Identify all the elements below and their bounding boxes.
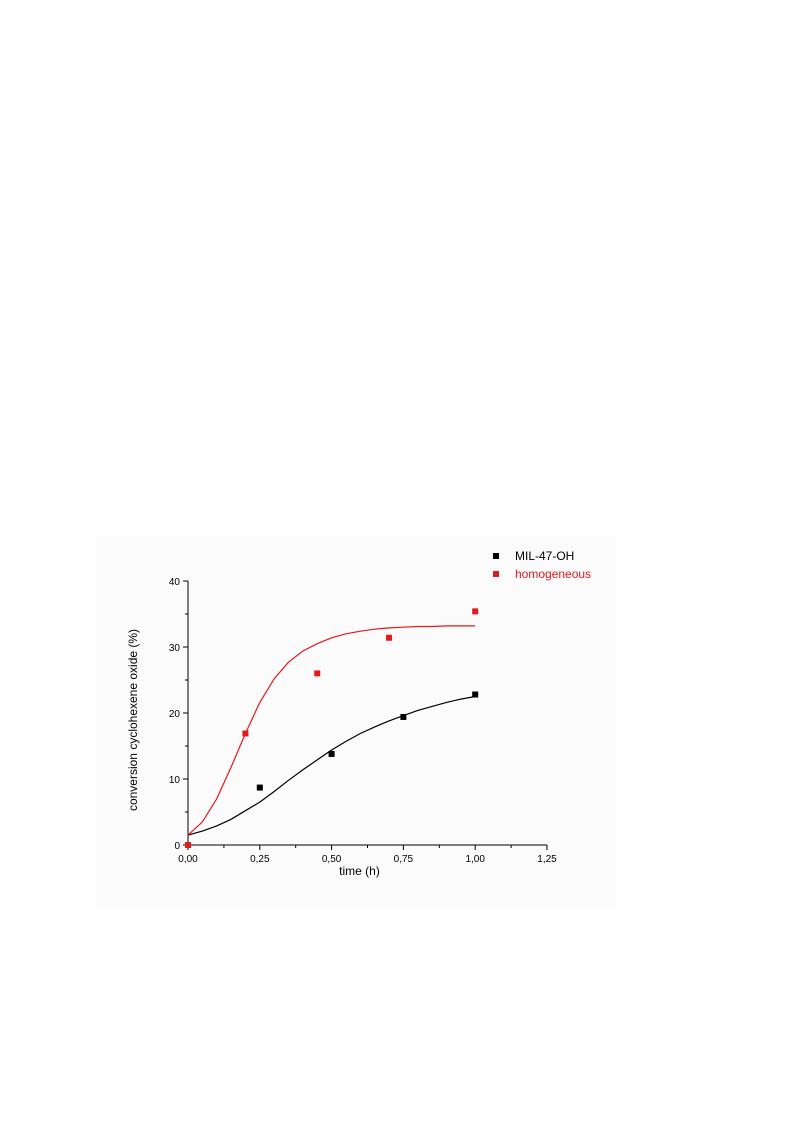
data-point [242, 730, 249, 737]
legend-marker [493, 553, 499, 559]
fit-curve-mil-47-oh [187, 695, 476, 836]
x-tick-label: 0,75 [394, 854, 414, 865]
y-tick-label: 20 [169, 709, 181, 720]
chart-panel: 0,00 0,25 0,50 0,75 1,00 1,25 0 10 20 30 40 time (h… [96, 535, 616, 907]
data-point [472, 608, 479, 615]
scatter-chart: 0,00 0,25 0,50 0,75 1,00 1,25 0 10 20 30 40 time (h… [126, 549, 591, 878]
x-tick-label: 1,00 [465, 854, 485, 865]
legend-marker [493, 571, 499, 577]
y-tick-label: 40 [169, 577, 181, 588]
data-point [328, 750, 335, 757]
data-point [185, 842, 191, 848]
y-tick-label: 10 [169, 775, 181, 786]
data-point [472, 691, 479, 698]
legend-label: MIL-47-OH [515, 549, 574, 563]
y-axis-label: conversion cyclohexene oxide (%) [126, 629, 140, 811]
data-point [400, 713, 407, 720]
x-tick-label: 0,50 [322, 854, 342, 865]
data-point [386, 634, 393, 641]
y-tick-label: 0 [174, 841, 180, 852]
data-point [256, 784, 263, 791]
y-tick-label: 30 [169, 643, 181, 654]
x-axis-label: time (h) [339, 864, 380, 878]
fit-curve-homogeneous [187, 625, 476, 836]
x-tick-label: 1,25 [537, 854, 557, 865]
x-tick-label: 0,25 [250, 854, 270, 865]
data-point [314, 670, 321, 677]
legend-label: homogeneous [515, 567, 591, 581]
x-tick-label: 0,00 [178, 854, 198, 865]
